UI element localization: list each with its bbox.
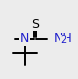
Text: NH: NH: [53, 32, 72, 45]
Text: S: S: [31, 18, 39, 31]
Text: N: N: [20, 32, 30, 45]
Text: 2: 2: [60, 35, 66, 45]
